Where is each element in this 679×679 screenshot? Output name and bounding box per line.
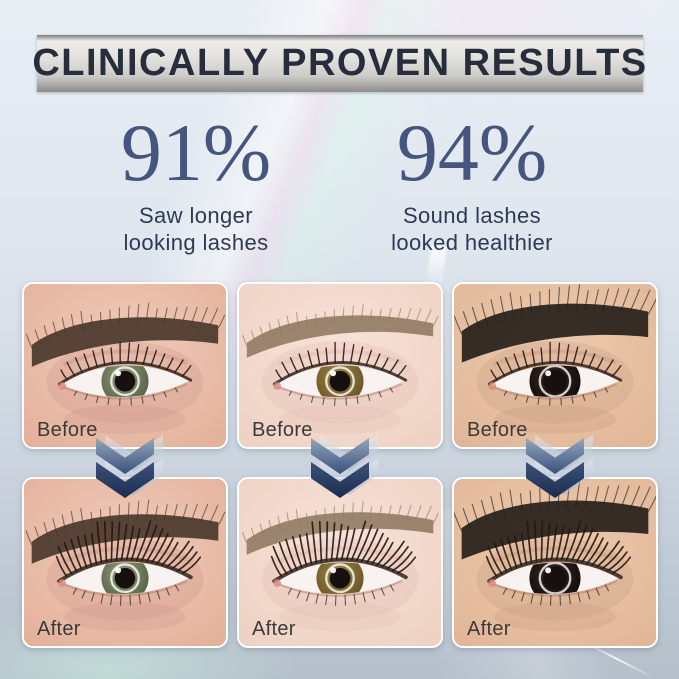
stat-caption-line: Sound lashes <box>402 203 542 228</box>
photo-before-subject-3: Before <box>452 282 658 449</box>
before-label: Before <box>467 419 528 441</box>
stat-block-healthier-lashes: 94% Sound lashes looked healthier <box>327 106 617 256</box>
down-arrow-icon <box>311 435 378 498</box>
stat-caption: Saw longer looking lashes <box>51 202 341 256</box>
before-label: Before <box>252 419 313 441</box>
stat-value: 91% <box>120 107 272 198</box>
before-after-grid: Before Before Before After After After <box>22 282 659 652</box>
stat-value: 94% <box>396 107 548 198</box>
down-arrow-icon <box>96 435 163 498</box>
after-label: After <box>37 618 81 640</box>
down-arrow-icon <box>526 435 593 498</box>
photo-before-subject-1: Before <box>22 282 228 449</box>
header-banner: CLINICALLY PROVEN RESULTS <box>32 35 646 92</box>
stat-caption: Sound lashes looked healthier <box>327 202 617 256</box>
stat-caption-line: Saw longer <box>138 203 254 228</box>
stat-block-longer-lashes: 91% Saw longer looking lashes <box>51 106 341 256</box>
photo-after-subject-3: After <box>452 477 658 648</box>
stat-caption-line: looked healthier <box>391 230 553 255</box>
after-label: After <box>252 618 296 640</box>
photo-after-subject-1: After <box>22 477 228 648</box>
after-label: After <box>467 618 511 640</box>
before-label: Before <box>37 419 98 441</box>
photo-after-subject-2: After <box>237 477 443 648</box>
stat-caption-line: looking lashes <box>123 230 269 255</box>
photo-before-subject-2: Before <box>237 282 443 449</box>
page-title: CLINICALLY PROVEN RESULTS <box>32 42 648 84</box>
